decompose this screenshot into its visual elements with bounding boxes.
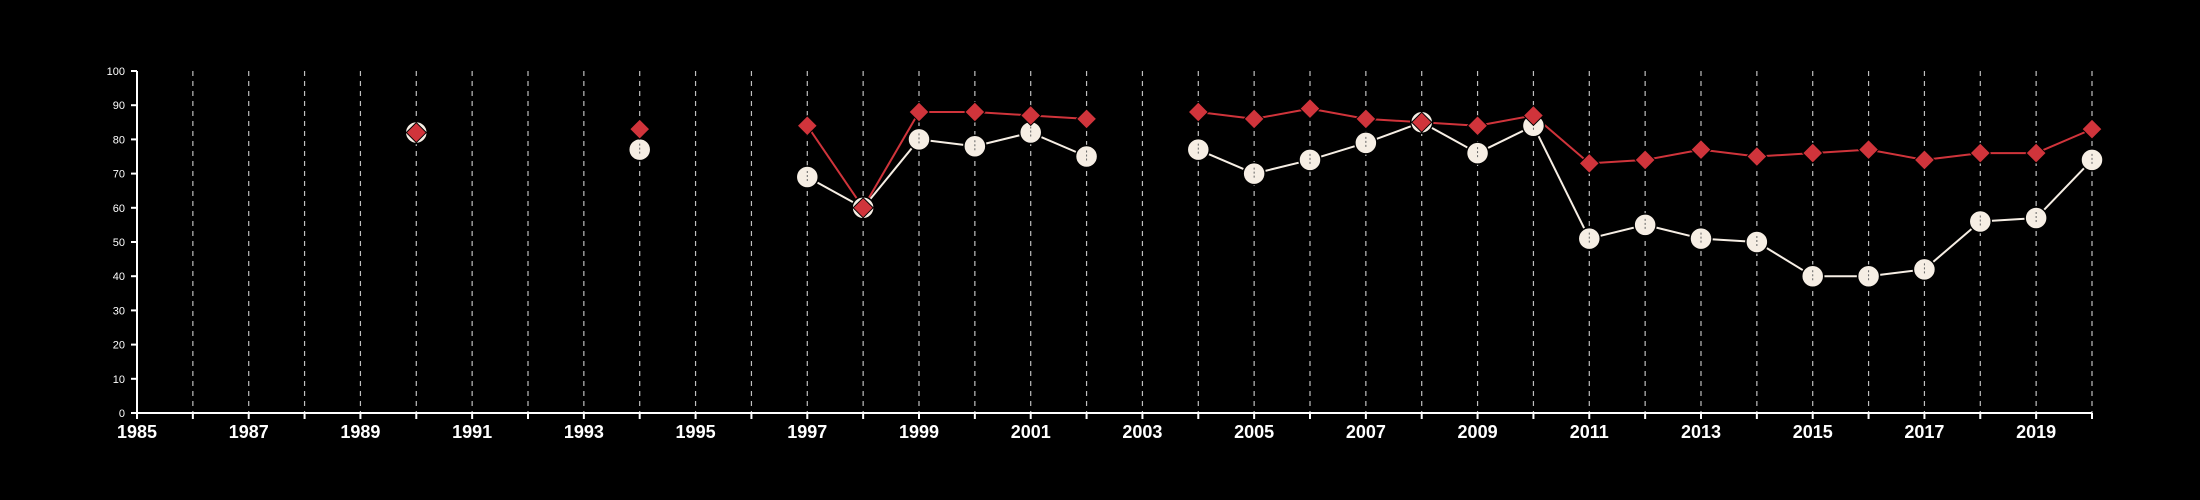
- x-tick-label: 1985: [117, 422, 157, 442]
- x-tick-label: 2019: [2016, 422, 2056, 442]
- diamond-point: [852, 197, 874, 219]
- diamond-point: [908, 101, 930, 123]
- series-line-segment: [1532, 125, 1591, 240]
- diamond-point: [1802, 142, 1824, 164]
- diamond-point: [1020, 104, 1042, 127]
- y-tick-label: 60: [113, 203, 125, 215]
- diamond-point: [1857, 138, 1880, 161]
- diamond-point: [1634, 149, 1656, 171]
- x-tick-label: 1997: [787, 422, 827, 442]
- x-tick-label: 2013: [1681, 422, 1721, 442]
- x-tick-label: 1989: [340, 422, 380, 442]
- diamond-markers: [405, 97, 2103, 219]
- diamond-point: [1578, 152, 1600, 175]
- diamond-point: [1075, 108, 1098, 130]
- x-tick-label: 2015: [1793, 422, 1833, 442]
- series-layer: [404, 97, 2104, 288]
- x-tick-label: 1991: [452, 422, 492, 442]
- diamond-point: [1969, 142, 1991, 164]
- diamond-point: [2081, 118, 2103, 140]
- axes: 1985 1987 1989 1991 1993 1995 1997 1999 2001 2003…: [107, 66, 2093, 442]
- diamond-point: [405, 121, 427, 144]
- x-tick-label: 2001: [1011, 422, 1051, 442]
- y-tick-label: 30: [113, 305, 125, 317]
- series-line-segment: [2035, 159, 2093, 219]
- diamond-point: [1690, 138, 1712, 161]
- diamond-point: [629, 118, 651, 140]
- y-tick-label: 50: [113, 237, 125, 249]
- diamond-point: [1299, 97, 1321, 120]
- x-tick-label: 1999: [899, 422, 939, 442]
- y-tick-label: 40: [113, 271, 125, 283]
- diamond-point: [1411, 111, 1433, 134]
- diamond-point: [964, 101, 986, 123]
- y-tick-label: 20: [113, 340, 125, 352]
- series-line-segment: [862, 138, 920, 209]
- series-line-segment: [1868, 148, 1925, 161]
- diamond-point: [1913, 149, 1936, 171]
- series-line-segment: [806, 125, 864, 209]
- gridlines: [192, 71, 2093, 413]
- diamond-point: [1243, 108, 1265, 130]
- diamond-point: [1466, 115, 1489, 137]
- diamond-point: [1522, 104, 1545, 127]
- series-line-segment: [1477, 114, 1534, 127]
- diamond-point: [1746, 145, 1768, 168]
- x-tick-label: 2017: [1904, 422, 1944, 442]
- diamond-point: [2025, 142, 2047, 164]
- series-line-segment: [1923, 220, 1981, 271]
- x-tick-label: 1995: [676, 422, 716, 442]
- y-tick-label: 90: [113, 100, 125, 112]
- diamond-point: [796, 115, 818, 137]
- diamond-point: [1187, 101, 1209, 123]
- series-line-segment: [1644, 148, 1702, 161]
- series-line-segment: [1309, 107, 1367, 120]
- y-tick-label: 100: [107, 66, 125, 78]
- y-tick-label: 0: [119, 408, 125, 420]
- x-tick-label: 2003: [1122, 422, 1162, 442]
- x-tick-label: 2007: [1346, 422, 1386, 442]
- y-tick-label: 80: [113, 134, 125, 146]
- series-line-segment: [1253, 107, 1311, 120]
- y-tick-label: 10: [113, 374, 125, 386]
- series-line-segment: [862, 111, 920, 209]
- x-tick-label: 2009: [1458, 422, 1498, 442]
- diamond-point: [1355, 108, 1377, 130]
- series-line-segment: [2035, 128, 2093, 154]
- x-tick-label: 2005: [1234, 422, 1274, 442]
- y-tick-label: 70: [113, 169, 125, 181]
- x-tick-label: 1993: [564, 422, 604, 442]
- x-tick-label: 2011: [1570, 422, 1609, 442]
- x-tick-label: 1987: [229, 422, 269, 442]
